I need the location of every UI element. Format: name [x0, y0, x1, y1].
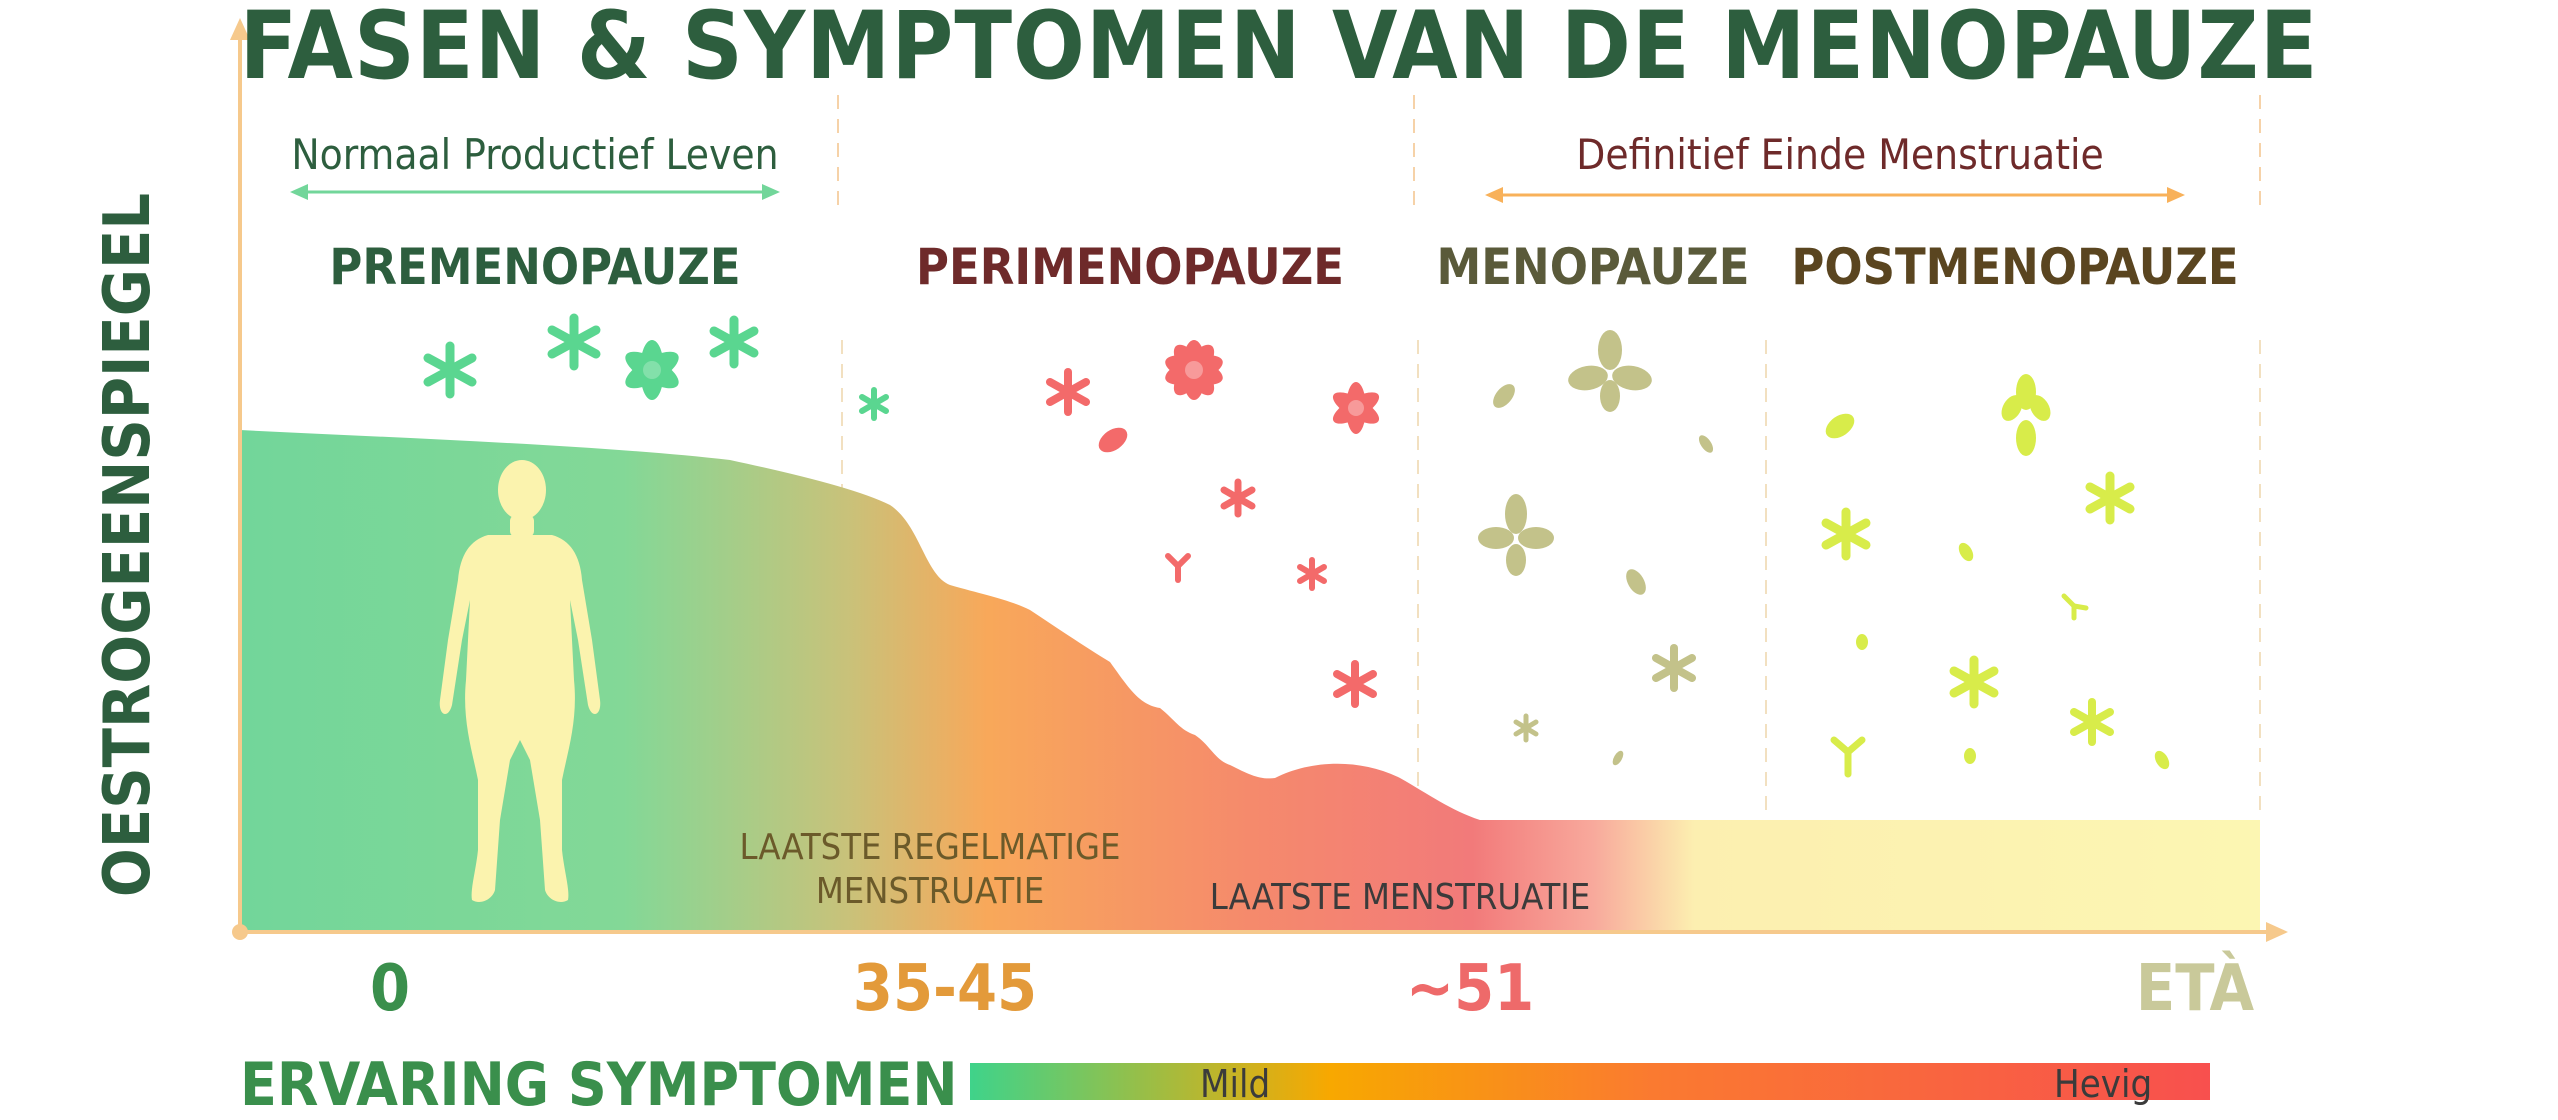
age-label-35-45: 35-45: [852, 952, 1038, 1026]
phase-postmenopause: POSTMENOPAUZE: [1791, 238, 2239, 296]
petal-icon: [1626, 569, 1646, 595]
age-label-eta: ETÀ: [2135, 952, 2255, 1026]
petal-icon: [1856, 634, 1868, 650]
petal-icon: [2154, 750, 2170, 770]
star-icon: [1513, 713, 1539, 743]
sprout-icon: [2061, 593, 2089, 621]
axis-origin-dot: [232, 924, 248, 940]
star-icon: [1821, 507, 1871, 561]
y-axis-arrow-icon: [230, 18, 250, 40]
menopause-symptom-icons: [1478, 330, 1714, 766]
age-label-51: ~51: [1405, 952, 1535, 1026]
x-axis-arrow-icon: [2266, 922, 2288, 942]
petal-icon: [1964, 748, 1976, 764]
petal-icon: [1958, 542, 1974, 562]
star-icon: [1333, 660, 1377, 708]
flower-icon: [1478, 494, 1554, 576]
age-label-0: 0: [369, 952, 411, 1026]
flower-icon: [1165, 340, 1223, 400]
estrogen-level-area: [240, 430, 2260, 932]
postmenopause-symptom-icons: [1821, 374, 2170, 778]
annotation-last-regular-menstruation: LAATSTE REGELMATIGE MENSTRUATIE: [739, 827, 1121, 912]
petal-icon: [1098, 427, 1128, 453]
star-icon: [709, 315, 759, 369]
sprout-icon: [1830, 736, 1866, 778]
range-label-right: Definitief Einde Menstruatie: [1576, 130, 2104, 179]
annotation-last-menstruation: LAATSTE MENSTRUATIE: [1209, 877, 1591, 918]
range-arrow-right: [1485, 187, 2185, 203]
star-icon: [1949, 655, 1999, 709]
star-icon: [1046, 368, 1090, 416]
petal-icon: [1825, 413, 1855, 439]
phase-menopause: MENOPAUZE: [1436, 238, 1750, 296]
y-axis-label: OESTROGEENSPIEGEL: [91, 192, 165, 898]
star-icon: [1652, 644, 1696, 692]
star-icon: [1220, 478, 1256, 518]
flower-icon: [625, 340, 679, 400]
petal-icon: [1612, 750, 1624, 766]
star-icon: [859, 387, 889, 421]
range-label-left: Normaal Productief Leven: [291, 130, 779, 179]
flower-icon: [2001, 374, 2051, 456]
symptom-bar-mild-label: Mild: [1200, 1062, 1271, 1106]
phase-premenopause: PREMENOPAUZE: [329, 238, 741, 296]
symptoms-label: ERVARING SYMPTOMEN: [240, 1050, 958, 1120]
symptom-dividers: [841, 340, 2261, 820]
star-icon: [2070, 698, 2114, 746]
premenopause-symptom-icons: [423, 313, 889, 421]
perimenopause-symptom-icons: [1046, 340, 1380, 708]
phase-perimenopause: PERIMENOPAUZE: [916, 238, 1344, 296]
petal-icon: [1698, 435, 1714, 453]
woman-silhouette-icon: [439, 460, 601, 902]
flower-icon: [1332, 382, 1380, 434]
range-arrow-left: [290, 184, 780, 200]
symptom-severity-bar: [970, 1063, 2210, 1100]
flower-icon: [1568, 330, 1652, 412]
star-icon: [2085, 471, 2135, 525]
symptom-bar-severe-label: Hevig: [2054, 1062, 2153, 1106]
sprout-icon: [1165, 553, 1191, 583]
phase-dividers: [837, 95, 2261, 215]
axes: [238, 30, 2275, 934]
star-icon: [423, 341, 477, 399]
petal-icon: [1493, 384, 1515, 408]
star-icon: [547, 313, 601, 371]
star-icon: [1297, 557, 1327, 591]
page-title: FASEN & SYMPTOMEN VAN DE MENOPAUZE: [239, 0, 2319, 101]
